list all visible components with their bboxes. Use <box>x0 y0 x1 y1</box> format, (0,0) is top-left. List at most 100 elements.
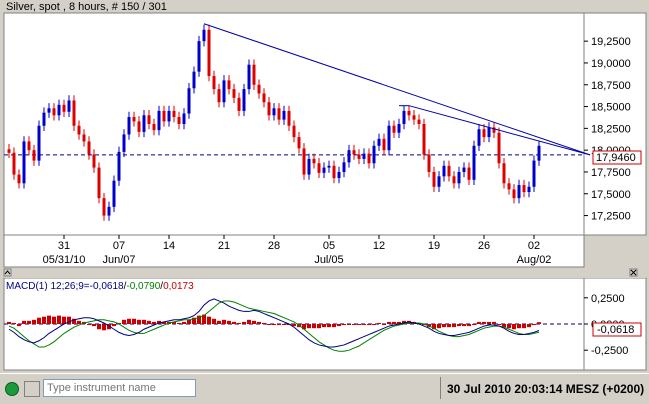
candle-body <box>537 145 541 161</box>
candle-body <box>117 151 121 181</box>
candle-body <box>382 138 386 151</box>
macd-histogram-bar <box>437 324 441 329</box>
panel-close-icon[interactable] <box>629 268 638 277</box>
macd-histogram-bar <box>317 324 321 329</box>
macd-histogram-bar <box>262 322 266 324</box>
candle-body <box>492 127 496 133</box>
candle-body <box>197 41 201 72</box>
macd-histogram-bar <box>282 324 286 325</box>
candle-body <box>242 89 246 111</box>
price-axis-label: 17,5000 <box>591 189 631 201</box>
candle-body <box>342 162 346 172</box>
macd-histogram-bar <box>62 316 66 324</box>
date-axis-label: 02 <box>528 240 540 252</box>
candle-body <box>37 125 41 161</box>
status-datetime: 30 Jul 2010 20:03:14 MESZ (+0200) <box>447 382 644 396</box>
candle-body <box>217 89 221 103</box>
candle-body <box>362 153 366 159</box>
panel-collapse-icon[interactable] <box>3 268 12 277</box>
macd-histogram-bar <box>67 316 71 324</box>
view-toggle-button[interactable] <box>24 381 40 397</box>
macd-hist-value: 0,0173 <box>163 281 194 292</box>
macd-histogram-bar <box>52 316 56 324</box>
macd-histogram-bar <box>202 314 206 324</box>
macd-histogram-bar <box>97 324 101 330</box>
macd-histogram-bar <box>12 322 16 324</box>
macd-histogram-bar <box>172 321 176 324</box>
macd-histogram-bar <box>237 322 241 324</box>
resistance-trendline <box>203 23 591 156</box>
macd-histogram-bar <box>122 319 126 324</box>
macd-histogram-bar <box>347 324 351 325</box>
candle-body <box>72 100 76 126</box>
date-axis-label: 12 <box>373 240 385 252</box>
macd-histogram-bar <box>242 321 246 324</box>
status-divider <box>440 377 441 399</box>
macd-histogram-bar <box>87 324 91 325</box>
macd-separator: / <box>160 281 163 292</box>
macd-histogram-bar <box>7 321 11 324</box>
macd-histogram-bar <box>207 316 211 324</box>
last-price-box <box>592 150 642 165</box>
candle-body <box>312 158 316 164</box>
candle-body <box>477 129 481 146</box>
date-axis-label: 14 <box>163 240 175 252</box>
candle-body <box>387 125 391 151</box>
date-axis-label: 19 <box>428 240 440 252</box>
candle-body <box>287 110 291 126</box>
candle-body <box>17 174 21 184</box>
candle-body <box>127 117 131 135</box>
candle-body <box>367 153 371 164</box>
macd-histogram-bar <box>337 324 341 327</box>
candle-body <box>472 145 476 180</box>
macd-histogram-bar <box>17 324 21 327</box>
macd-histogram-bar <box>537 322 541 324</box>
price-axis-label: 18,7500 <box>591 80 631 92</box>
connection-status-icon <box>5 382 19 396</box>
candle-body <box>52 108 56 116</box>
candle-body <box>97 167 101 199</box>
date-axis-label: 31 <box>58 240 70 252</box>
macd-histogram-bar <box>482 321 486 324</box>
candle-body <box>177 117 181 124</box>
candle-body <box>252 64 256 85</box>
macd-histogram-bar <box>432 324 436 330</box>
macd-histogram-bar <box>252 320 256 324</box>
macd-histogram-bar <box>507 324 511 329</box>
macd-histogram-bar <box>27 320 31 324</box>
price-axis-label: 19,2500 <box>591 36 631 48</box>
candle-body <box>257 84 261 94</box>
candle-body <box>152 124 156 131</box>
candle-body <box>377 138 381 146</box>
macd-histogram-bar <box>477 321 481 324</box>
candle-body <box>182 113 186 124</box>
macd-histogram-bar <box>532 324 536 326</box>
macd-histogram-bar <box>327 324 331 328</box>
macd-histogram-bar <box>407 320 411 324</box>
candle-body <box>237 97 241 111</box>
macd-histogram-bar <box>257 321 261 324</box>
macd-line <box>8 298 540 348</box>
macd-histogram-bar <box>132 318 136 324</box>
price-axis-label: 19,0000 <box>591 58 631 70</box>
candle-body <box>347 150 351 163</box>
macd-histogram-bar <box>152 321 156 324</box>
candle-body <box>102 198 106 216</box>
instrument-search-input[interactable] <box>43 379 196 397</box>
candle-body <box>112 180 116 207</box>
macd-histogram-bar <box>467 324 471 327</box>
macd-histogram-bar <box>497 324 501 326</box>
status-timezone: MESZ (+0200) <box>565 382 645 396</box>
candle-body <box>407 110 411 116</box>
candle-body <box>42 112 46 126</box>
macd-histogram-bar <box>342 324 346 326</box>
candle-body <box>87 141 91 155</box>
macd-histogram-bar <box>512 324 516 330</box>
macd-histogram-bar <box>32 319 36 324</box>
macd-histogram-bar <box>37 317 41 324</box>
macd-histogram-bar <box>92 324 96 327</box>
candle-body <box>317 163 321 173</box>
date-axis-month-label: Jun/07 <box>102 254 135 266</box>
macd-histogram-bar <box>362 324 366 325</box>
